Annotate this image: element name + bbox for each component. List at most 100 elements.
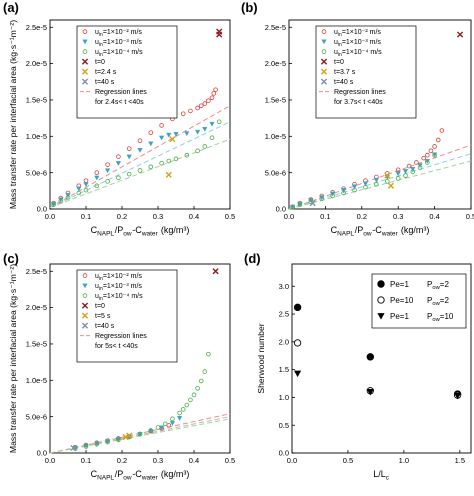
legend-entry: for 5s< t <40s (95, 343, 138, 350)
series-5 (70, 444, 77, 452)
data-point (94, 175, 100, 181)
axis-subscript-reset (389, 469, 390, 479)
data-point (137, 148, 143, 153)
legend-box (76, 25, 178, 119)
data-point (176, 416, 183, 421)
data-point (293, 370, 302, 378)
y-tick-label: 2.5e-5 (265, 23, 286, 32)
data-point (159, 123, 164, 128)
legend-marker (82, 29, 88, 34)
y-tick-label: 0.0 (37, 205, 47, 214)
data-point (76, 190, 82, 196)
x-tick-label: 0.0 (284, 212, 294, 221)
legend-entry: uin=1×10⁻³ m/s (95, 39, 142, 48)
data-point (216, 31, 223, 38)
panel-label: (d) (244, 251, 261, 266)
data-point (340, 188, 347, 193)
legend-marker (82, 283, 88, 289)
data-point (202, 144, 208, 149)
chart-panel-d: 0.0 0.5 1.0 1.5 0.0 0.5 1.0 1.5 2.0 2.5 3.0 L/Lc Sh… (256, 263, 472, 482)
x-tick-label: 0.3 (393, 212, 403, 221)
legend-u-sub: in (99, 296, 103, 302)
data-point (180, 111, 186, 117)
axis-subscript: water (381, 231, 399, 238)
legend-entry: uin=1×10⁻⁴ m/s (95, 293, 143, 302)
regression-line (49, 138, 231, 209)
data-point (293, 303, 302, 312)
legend-entry: uin=1×10⁻⁴ m/s (95, 49, 143, 58)
series-3 (456, 31, 464, 38)
legend-entry: t=3.7 s (334, 69, 356, 76)
legend-entry: t=0 (95, 303, 105, 310)
y-tick-label: 1.5 (279, 365, 289, 374)
legend-entry: t=0 (95, 59, 105, 66)
legend-p: P (427, 296, 432, 305)
legend-entry: t=5 s (95, 313, 111, 320)
data-point (435, 137, 441, 143)
data-point (341, 190, 346, 196)
x-tick-label: 0.3 (153, 212, 163, 221)
data-point (428, 148, 434, 154)
data-point (439, 128, 445, 133)
y-tick-label: 2.5e-5 (26, 23, 47, 32)
panel-label: (c) (3, 251, 19, 266)
axis-title-part: L/L (373, 469, 386, 479)
legend-entry: uin=1×10⁻² m/s (95, 29, 142, 38)
legend-entry: t=40 s (95, 79, 115, 86)
data-point (366, 353, 375, 361)
legend-entry: Pow=2 (427, 296, 449, 307)
data-point (166, 132, 172, 138)
x-tick-label: 0.5 (225, 456, 235, 465)
axis-title-part: -C (372, 225, 382, 235)
legend-u-value: =1×10⁻³ m/s (342, 39, 382, 46)
data-point (173, 132, 179, 137)
data-point (137, 138, 143, 143)
axis-subscript: c (386, 475, 390, 482)
data-point (384, 172, 391, 179)
series-4 (384, 172, 395, 189)
legend-marker (320, 68, 328, 75)
y-tick-label: 5.0e-6 (26, 412, 47, 421)
chart-panel-c: 0.0 0.1 0.2 0.3 0.4 0.5 0.0 5.0e-6 1.0e-5 1.5e-5 2… (8, 263, 235, 482)
data-point (202, 126, 208, 132)
data-point (94, 441, 100, 447)
y-tick-label: 1.0e-5 (265, 132, 286, 141)
legend-u-sub: in (338, 32, 342, 38)
legend-p-value: =2 (440, 296, 450, 305)
axis-title-part: /P (115, 469, 124, 479)
plot-frame (49, 19, 231, 210)
data-point (105, 162, 110, 167)
legend-p: P (427, 280, 432, 289)
legend-marker (81, 312, 89, 319)
legend-marker (81, 78, 89, 85)
data-point (170, 416, 175, 422)
legend-u-sub: in (99, 276, 103, 282)
plot-frame (288, 19, 472, 210)
axis-subscript: water (141, 231, 159, 238)
axis-title-part: /P (115, 225, 124, 235)
x-tick-label: 0.4 (189, 456, 199, 465)
legend-marker (377, 296, 385, 304)
legend-marker (82, 49, 88, 54)
axis-subscript: NAPL (97, 475, 114, 482)
legend-entry: Pe=1 (390, 280, 409, 289)
data-point (137, 431, 143, 437)
axis-title-part: C (331, 225, 338, 235)
legend-marker (82, 273, 88, 278)
x-axis-title: CNAPL /Pow -Cwater (kg/m³) (91, 225, 190, 238)
legend-u-sub: in (338, 42, 342, 48)
data-point (184, 152, 190, 158)
legend-marker (81, 68, 89, 75)
data-point (116, 175, 121, 181)
data-point (421, 155, 426, 161)
data-point (216, 119, 222, 125)
data-point (148, 130, 154, 135)
legend-p-value: =10 (440, 312, 454, 321)
data-point (403, 173, 408, 178)
data-point (206, 351, 211, 357)
legend-u-value: =1×10⁻² m/s (342, 29, 382, 36)
plot-frame (291, 263, 472, 454)
x-tick-label: 0.5 (466, 212, 474, 221)
data-point (184, 131, 190, 137)
y-axis-title: Mass transfer rate per interfacial area … (8, 264, 18, 453)
